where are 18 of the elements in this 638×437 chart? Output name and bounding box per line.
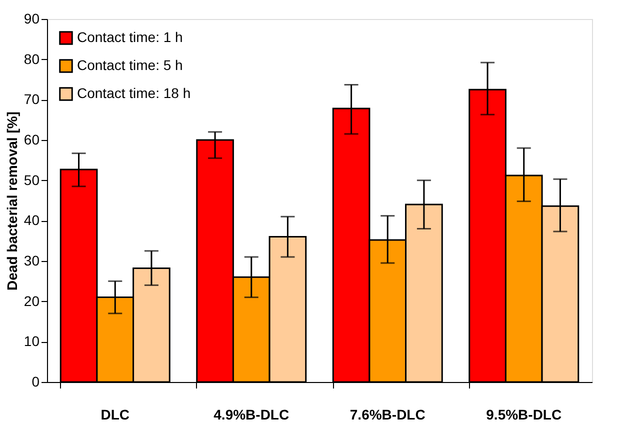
x-tick-label: DLC bbox=[100, 406, 130, 422]
y-tick-label: 90 bbox=[24, 10, 40, 26]
y-tick-label: 60 bbox=[24, 132, 40, 148]
x-tick-label: 9.5%B-DLC bbox=[486, 406, 562, 422]
y-tick-label: 30 bbox=[24, 252, 40, 268]
legend-label: Contact time: 5 h bbox=[77, 57, 183, 73]
y-tick-label: 70 bbox=[24, 91, 40, 108]
y-tick-label: 50 bbox=[24, 172, 40, 188]
y-tick-label: 10 bbox=[24, 333, 40, 350]
legend-label: Contact time: 1 h bbox=[77, 29, 183, 45]
x-tick-label: 7.6%B-DLC bbox=[350, 406, 426, 422]
y-tick-label: 20 bbox=[24, 292, 40, 309]
y-tick-label: 40 bbox=[24, 212, 40, 228]
y-axis-title: Dead bacterial removal [%] bbox=[4, 112, 20, 290]
y-tick-label: 0 bbox=[32, 374, 40, 390]
y-tick-label: 80 bbox=[24, 50, 40, 67]
legend-label: Contact time: 18 h bbox=[77, 85, 191, 101]
x-tick-label: 4.9%B-DLC bbox=[214, 406, 290, 422]
